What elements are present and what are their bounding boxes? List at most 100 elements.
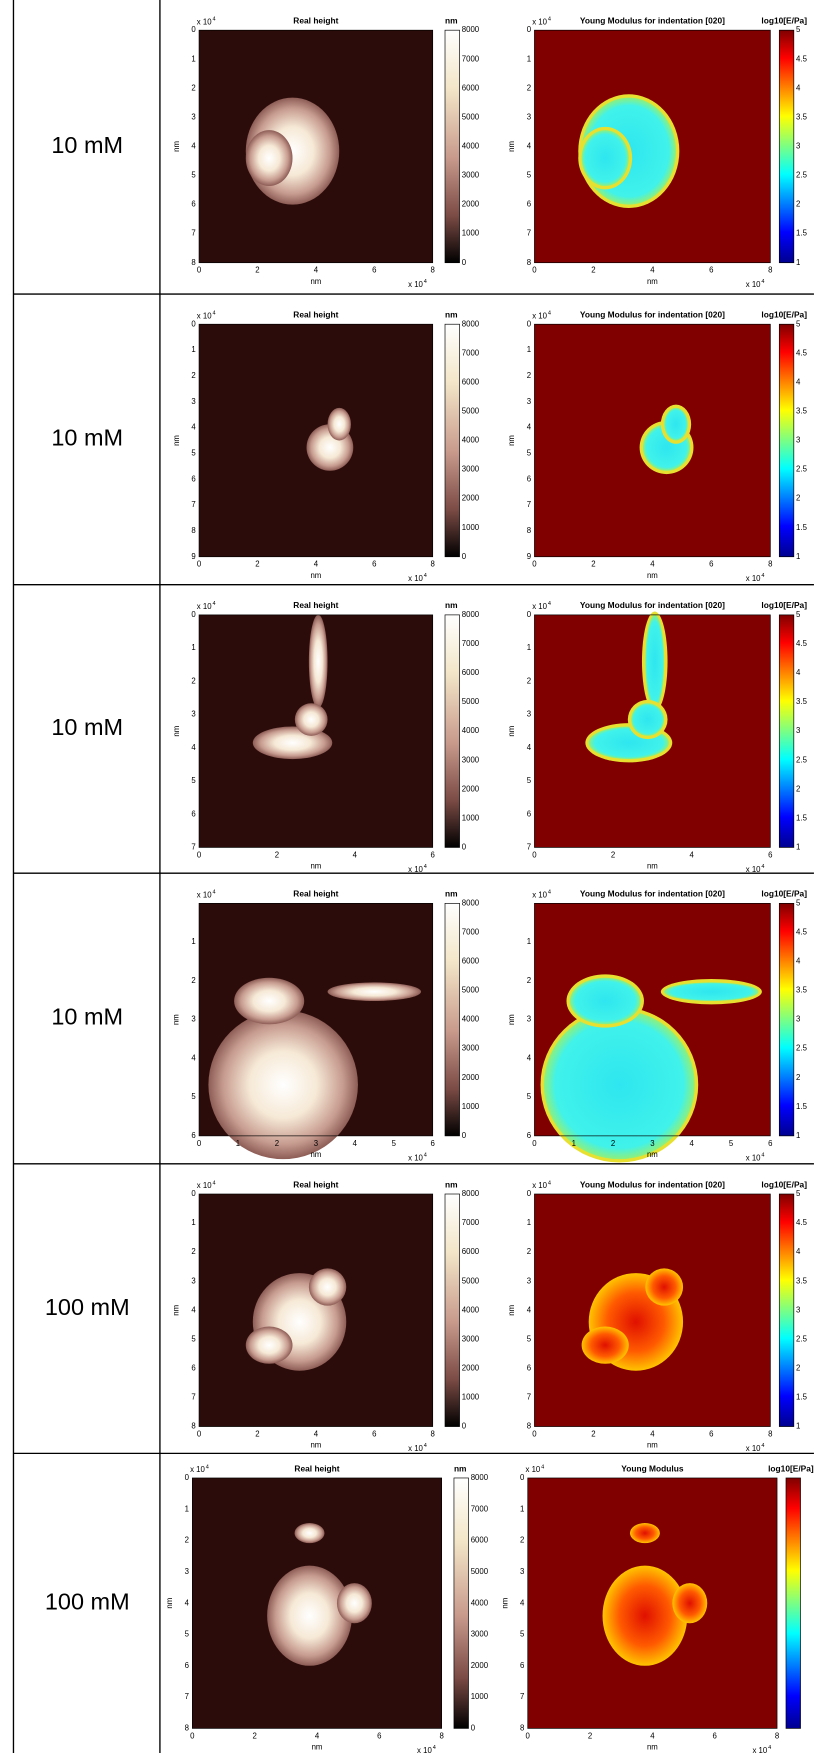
y-tick-label: 5	[527, 1334, 532, 1343]
colorbar-tick-label: 6000	[471, 1536, 489, 1545]
colorbar-unit: nm	[445, 15, 458, 25]
colorbar-tick-label: 3	[796, 1305, 800, 1314]
x-tick-label: 8	[768, 1429, 772, 1438]
y-tick-label: 5	[191, 1092, 196, 1101]
y-axis-label: nm	[165, 1598, 174, 1609]
y-tick-label: 3	[527, 1276, 531, 1285]
y-tick-label: 6	[527, 1131, 531, 1140]
colorbar-tick-label: 1.5	[796, 813, 808, 822]
colorbar	[779, 324, 794, 557]
colorbar-tick-label: 4000	[462, 1305, 480, 1314]
y-axis-label: nm	[507, 435, 516, 446]
colorbar-tick-label: 6000	[462, 83, 480, 92]
x-tick-label: 0	[197, 1429, 202, 1438]
y-tick-label: 7	[527, 1393, 531, 1402]
figure-table: 10 mMReal heightx 104x 104nmnm0246801234…	[0, 0, 814, 1753]
y-tick-label: 0	[527, 610, 532, 619]
x-axis-label: nm	[310, 571, 321, 580]
colorbar-tick-label: 4000	[462, 436, 480, 445]
y-tick-label: 2	[191, 83, 195, 92]
y-tick-label: 8	[191, 526, 195, 535]
colorbar-tick-label: 4	[796, 377, 801, 386]
x-tick-label: 6	[377, 1731, 381, 1740]
y-tick-label: 6	[191, 1363, 195, 1372]
colorbar-unit: nm	[445, 889, 458, 899]
exponent-power: 4	[761, 864, 764, 870]
panel-title: Young Modulus for indentation [020]	[580, 1179, 725, 1189]
colorbar-tick-label: 8000	[462, 25, 480, 34]
x-tick-label: 8	[775, 1731, 779, 1740]
y-tick-label: 2	[520, 1536, 524, 1545]
y-tick-label: 5	[191, 776, 196, 785]
colorbar-tick-label: 5000	[471, 1567, 489, 1576]
y-tick-label: 3	[191, 1276, 195, 1285]
colorbar-unit: log10[E/Pa]	[761, 889, 807, 899]
x-tick-label: 0	[532, 850, 537, 859]
y-tick-label: 7	[191, 1393, 195, 1402]
colorbar-tick-label: 2	[796, 784, 800, 793]
colorbar	[445, 324, 460, 557]
y-tick-label: 3	[527, 397, 531, 406]
exponent-power: 4	[212, 1180, 215, 1186]
y-tick-label: 6	[191, 1131, 195, 1140]
image-region	[570, 978, 641, 1025]
colorbar-unit: nm	[445, 309, 458, 319]
x-tick-label: 0	[532, 560, 537, 569]
exponent: x 10	[532, 17, 547, 26]
colorbar-tick-label: 5	[796, 25, 801, 34]
y-tick-label: 2	[527, 371, 531, 380]
image-region	[664, 982, 758, 1001]
y-tick-label: 6	[527, 1363, 531, 1372]
exponent-power: 4	[424, 864, 427, 870]
colorbar-tick-label: 2	[796, 494, 800, 503]
colorbar-tick-label: 6000	[462, 957, 480, 966]
colorbar-tick-label: 4.5	[796, 348, 808, 357]
panel-title: Young Modulus for indentation [020]	[580, 15, 725, 25]
page: {"rows": [ {"label": "10 mM", "height": …	[0, 0, 814, 1753]
x-tick-label: 8	[768, 266, 772, 275]
colorbar-tick-label: 3000	[462, 465, 480, 474]
colorbar-tick-label: 4.5	[796, 54, 808, 63]
colorbar-tick-label: 5000	[462, 697, 480, 706]
colorbar-tick-label: 2.5	[796, 755, 808, 764]
colorbar-tick-label: 4000	[462, 726, 480, 735]
colorbar-tick-label: 3000	[462, 1044, 480, 1053]
row-label: 100 mM	[45, 1588, 130, 1614]
x-tick-label: 6	[372, 1429, 376, 1438]
x-tick-label: 4	[650, 560, 655, 569]
x-axis-label: nm	[647, 1742, 658, 1751]
panel-title: Real height	[293, 889, 338, 899]
exponent: x 10	[526, 1465, 541, 1474]
y-tick-label: 7	[191, 500, 195, 509]
colorbar	[779, 30, 794, 263]
row-label: 100 mM	[45, 1294, 130, 1320]
x-tick-label: 6	[768, 850, 772, 859]
image-region	[267, 1566, 352, 1666]
colorbar-tick-label: 1000	[471, 1692, 489, 1701]
y-tick-label: 5	[527, 776, 532, 785]
panel-title: Young Modulus for indentation [020]	[580, 600, 725, 610]
colorbar-tick-label: 1	[796, 1422, 800, 1431]
y-tick-label: 8	[191, 1422, 195, 1431]
y-tick-label: 8	[191, 258, 195, 267]
exponent: x 10	[197, 602, 212, 611]
image-region	[631, 703, 664, 736]
colorbar-tick-label: 1000	[462, 1393, 480, 1402]
colorbar-tick-label: 5	[796, 1189, 801, 1198]
colorbar-tick-label: 0	[462, 552, 467, 561]
x-axis-label: nm	[310, 1150, 321, 1159]
x-axis-label: nm	[647, 862, 658, 871]
x-tick-label: 2	[591, 1429, 595, 1438]
exponent-power: 4	[761, 1152, 764, 1158]
exponent: x 10	[190, 1465, 205, 1474]
colorbar-tick-label: 5000	[462, 986, 480, 995]
y-tick-label: 7	[185, 1692, 189, 1701]
colorbar-tick-label: 6000	[462, 668, 480, 677]
y-axis-label: nm	[172, 1305, 181, 1316]
colorbar	[445, 615, 460, 848]
x-tick-label: 8	[431, 560, 435, 569]
x-tick-label: 2	[255, 266, 259, 275]
image-region	[603, 1566, 688, 1666]
colorbar-tick-label: 3	[796, 726, 800, 735]
y-tick-label: 1	[191, 54, 195, 63]
